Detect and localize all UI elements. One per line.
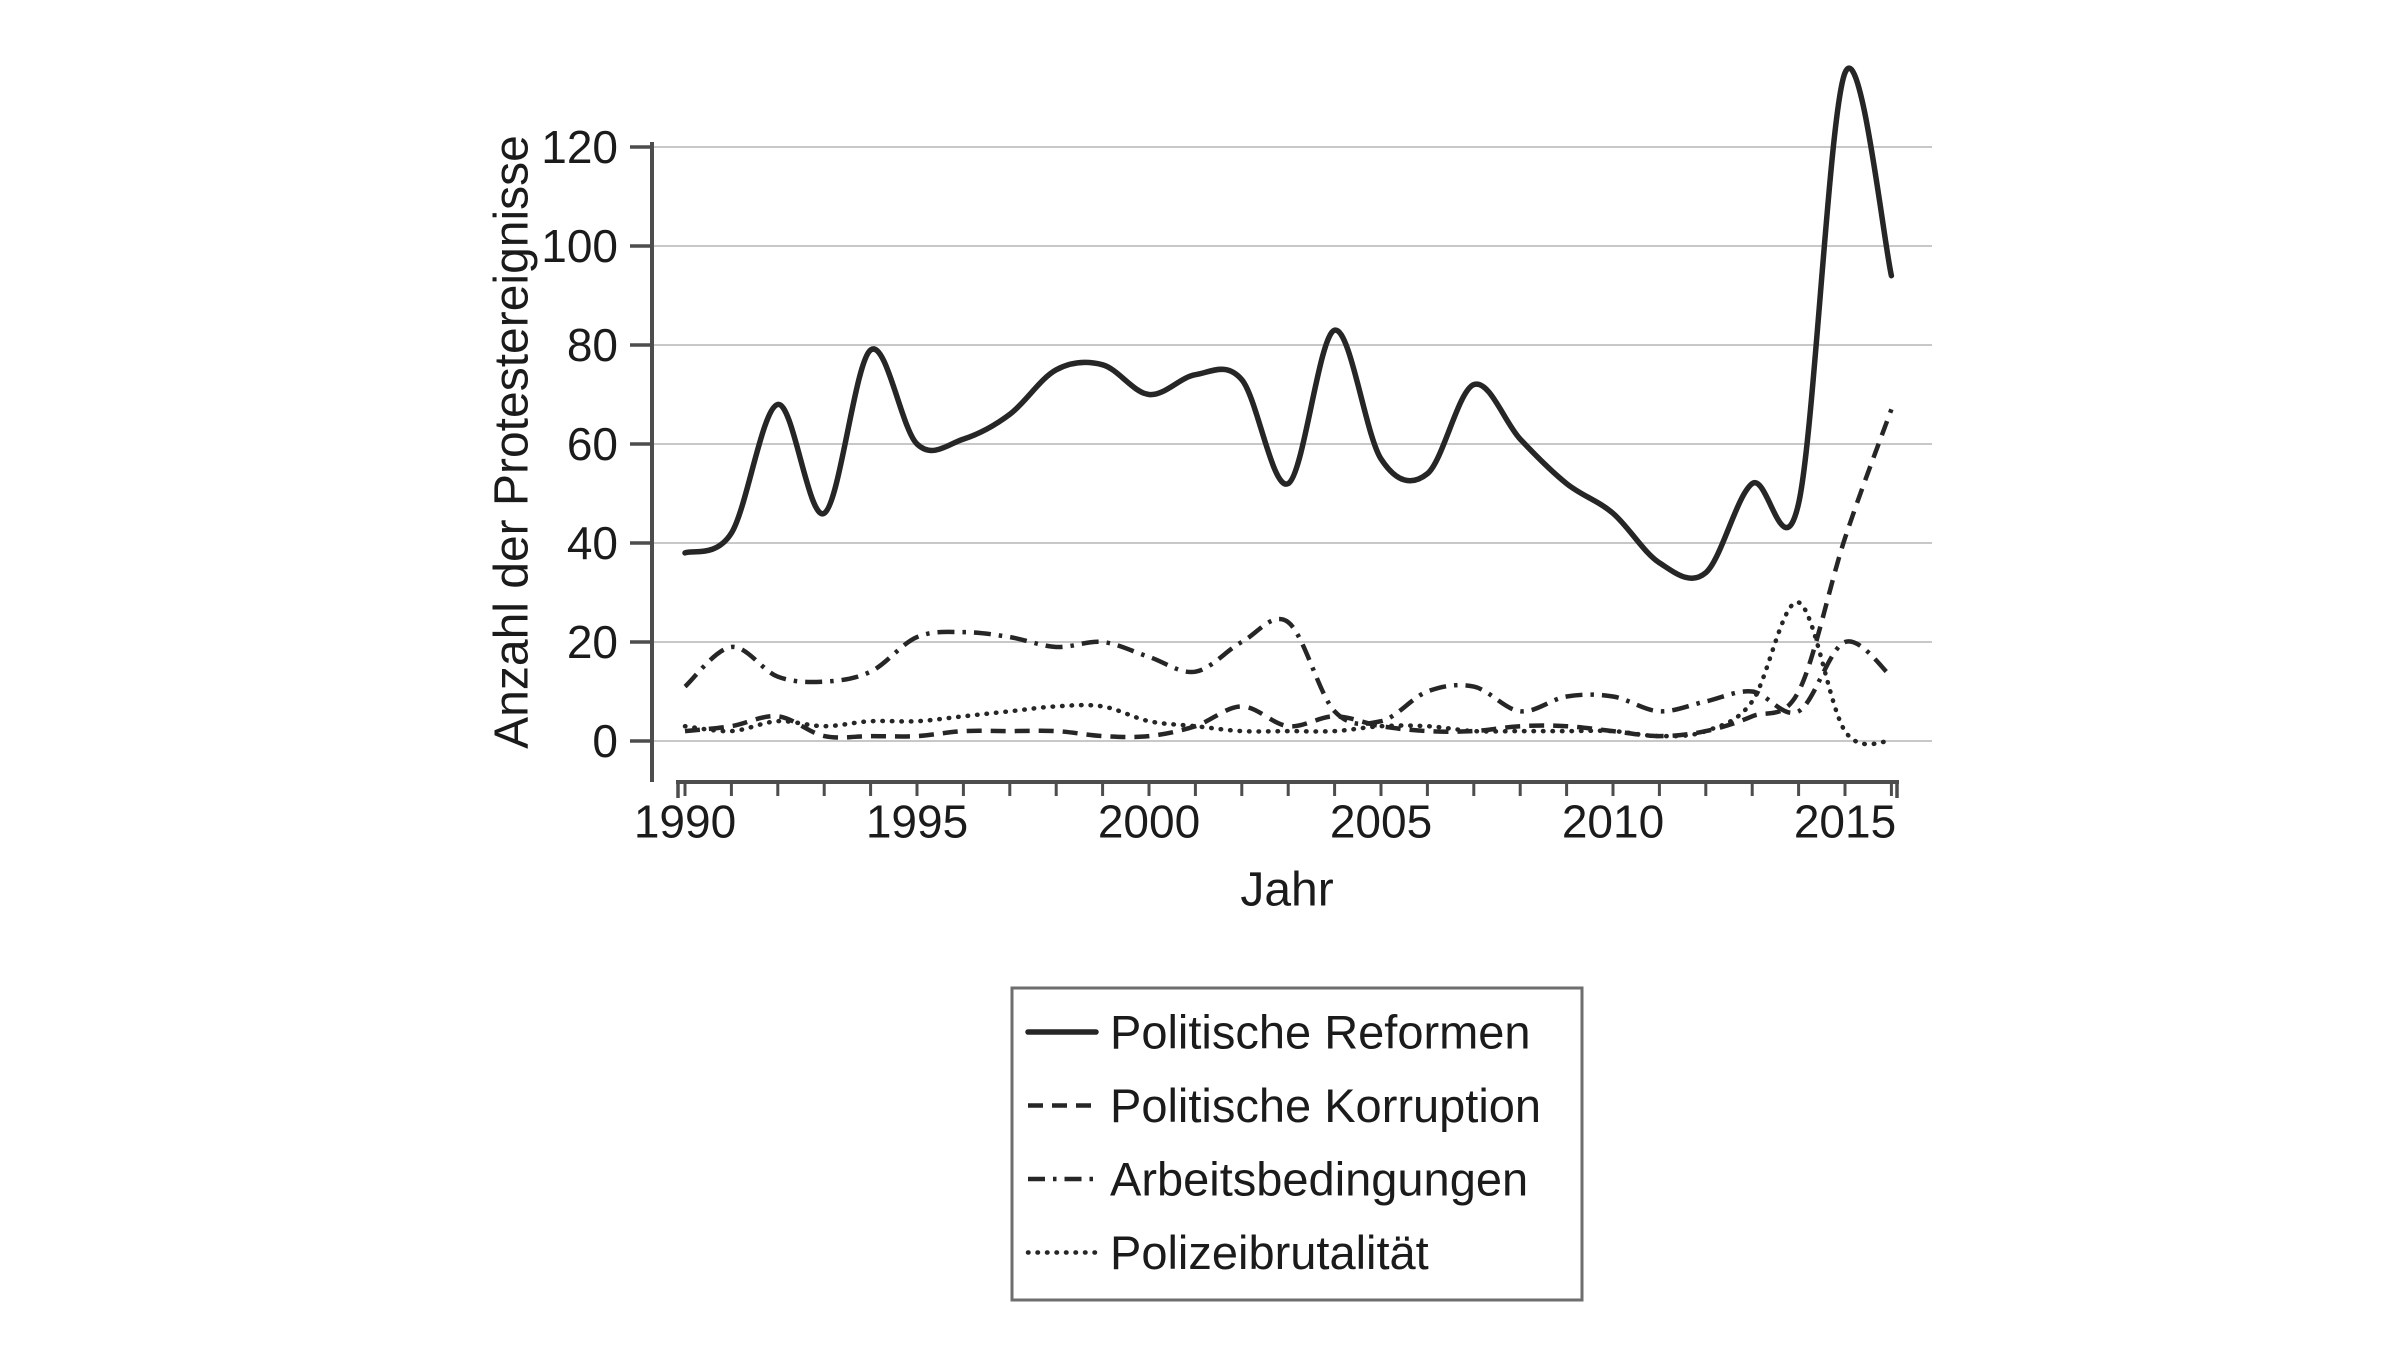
y-axis-label: Anzahl der Protestereignisse (486, 135, 539, 749)
y-tick-label: 60 (567, 418, 618, 470)
x-axis-label: Jahr (1240, 864, 1333, 917)
x-tick-label: 2005 (1330, 796, 1432, 848)
y-tick-label: 120 (541, 121, 618, 173)
legend-item: Polizeibrutalität (1025, 1226, 1429, 1279)
y-tick-label: 40 (567, 517, 618, 569)
series-line-politische-reformen (682, 65, 1895, 581)
y-tick-label: 100 (541, 220, 618, 272)
legend-label: Politische Korruption (1110, 1079, 1541, 1132)
series-line-polizeibrutalit-t (682, 600, 1894, 747)
legend-item: Arbeitsbedingungen (1028, 1153, 1528, 1206)
y-tick-label: 80 (567, 319, 618, 371)
x-tick-label: 2015 (1794, 796, 1896, 848)
legend: Politische Reformen Politische Korruption… (1010, 986, 1584, 1302)
x-tick-label: 1995 (866, 796, 968, 848)
gridlines (652, 146, 1932, 742)
series-line-politische-korruption (684, 408, 1894, 740)
y-tick-label: 20 (567, 616, 618, 668)
x-tick-label: 2000 (1098, 796, 1200, 848)
tick-labels: 0 20 40 60 80 100 120 1990 1995 2000 2005 2010 2015 (541, 121, 1896, 848)
x-tick-label: 1990 (634, 796, 736, 848)
x-tick-label: 2010 (1562, 796, 1664, 848)
legend-item: Politische Korruption (1028, 1079, 1541, 1132)
legend-box (1010, 986, 1584, 1302)
axes (630, 142, 1899, 798)
legend-item: Politische Reformen (1025, 1006, 1531, 1059)
y-tick-label: 0 (592, 715, 618, 767)
series-lines (682, 65, 1895, 747)
legend-label: Politische Reformen (1110, 1006, 1531, 1059)
legend-label: Arbeitsbedingungen (1110, 1153, 1528, 1206)
legend-label: Polizeibrutalität (1110, 1226, 1429, 1279)
series-line-arbeitsbedingungen (683, 616, 1893, 727)
